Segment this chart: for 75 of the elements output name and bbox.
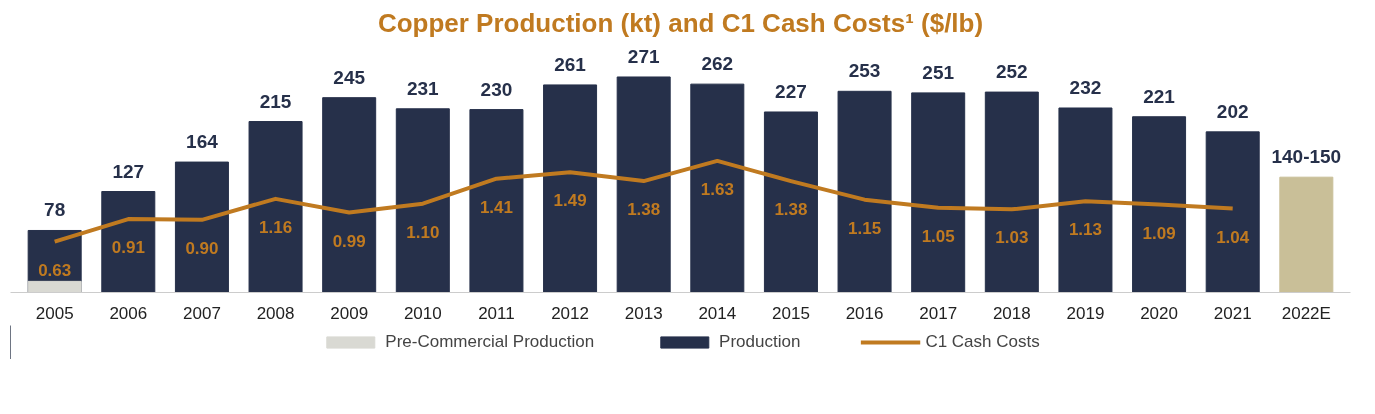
bar — [174, 161, 229, 293]
x-tick-label: 2017 — [919, 303, 958, 323]
bar — [763, 111, 818, 293]
data-label: 1.63 — [700, 179, 734, 199]
x-tick-label: 2016 — [845, 303, 884, 323]
x-tick-label: 2006 — [109, 303, 148, 323]
x-tick-label: 2015 — [772, 303, 810, 323]
legend-label: Production — [719, 332, 801, 352]
x-tick-label: 2011 — [478, 303, 515, 323]
data-label: 227 — [775, 80, 807, 102]
bar — [27, 280, 82, 293]
x-tick-label: 2018 — [992, 303, 1031, 323]
data-label: 1.38 — [627, 200, 661, 220]
bar — [101, 191, 156, 293]
bar — [616, 76, 671, 293]
x-tick-label: 2013 — [624, 303, 663, 323]
x-tick-label: 2014 — [698, 303, 737, 323]
bar — [837, 90, 892, 293]
data-label: 261 — [554, 53, 587, 75]
x-tick-label: 2020 — [1140, 303, 1178, 323]
data-label: 1.05 — [921, 226, 955, 246]
x-tick-label: 2009 — [330, 303, 369, 323]
x-tick-label: 2021 — [1213, 303, 1252, 323]
data-label: 230 — [480, 78, 513, 100]
bar — [322, 97, 377, 293]
bar — [690, 83, 745, 293]
x-tick-label: 2022E — [1281, 303, 1331, 323]
bar — [1132, 116, 1187, 293]
data-label: 164 — [186, 131, 219, 153]
data-label: 1.09 — [1142, 223, 1176, 243]
x-tick-label: 2012 — [551, 303, 589, 323]
bar — [984, 91, 1039, 293]
bar — [395, 108, 450, 293]
data-label: 252 — [995, 61, 1028, 83]
data-label: 251 — [922, 61, 955, 83]
data-label: 262 — [701, 53, 734, 75]
bar — [543, 84, 598, 293]
data-label: 245 — [333, 66, 366, 88]
data-label: 221 — [1143, 85, 1176, 107]
x-tick-label: 2008 — [256, 303, 295, 323]
x-tick-label: 2005 — [35, 303, 74, 323]
data-label: 1.38 — [774, 200, 808, 220]
data-label: 1.15 — [848, 218, 882, 238]
legend-label: C1 Cash Costs — [925, 332, 1040, 352]
data-label: 1.41 — [479, 197, 513, 217]
data-label: 1.49 — [553, 191, 587, 211]
data-label: 78 — [44, 199, 66, 221]
data-label: 1.16 — [259, 217, 293, 237]
legend-label: Pre-Commercial Production — [385, 332, 595, 352]
data-label: 0.90 — [185, 238, 219, 258]
data-label: 1.03 — [995, 228, 1029, 248]
data-label: 231 — [406, 77, 440, 99]
x-tick-label: 2007 — [183, 303, 221, 323]
data-label: 271 — [627, 45, 660, 67]
x-tick-label: 2019 — [1066, 303, 1105, 323]
data-label: 253 — [848, 60, 881, 82]
data-label: 127 — [112, 160, 145, 182]
x-tick-label: 2010 — [403, 303, 442, 323]
data-label: 0.99 — [332, 231, 366, 251]
data-label: 1.13 — [1068, 220, 1102, 240]
bar — [469, 109, 524, 293]
chart-title: Copper Production (kt) and C1 Cash Costs¹ ($/lb) — [377, 7, 984, 38]
data-label: 1.04 — [1216, 227, 1250, 247]
data-label: 202 — [1216, 100, 1249, 122]
data-label: 215 — [259, 90, 292, 112]
data-label: 1.10 — [406, 222, 440, 242]
bar — [1205, 131, 1260, 293]
data-label: 140-150 — [1271, 146, 1342, 168]
data-label: 0.91 — [111, 238, 145, 258]
bar — [1058, 107, 1113, 293]
bar — [248, 121, 303, 293]
bar — [911, 92, 966, 293]
bar — [1279, 176, 1334, 293]
data-label: 232 — [1069, 77, 1102, 98]
data-label: 0.63 — [38, 260, 72, 280]
